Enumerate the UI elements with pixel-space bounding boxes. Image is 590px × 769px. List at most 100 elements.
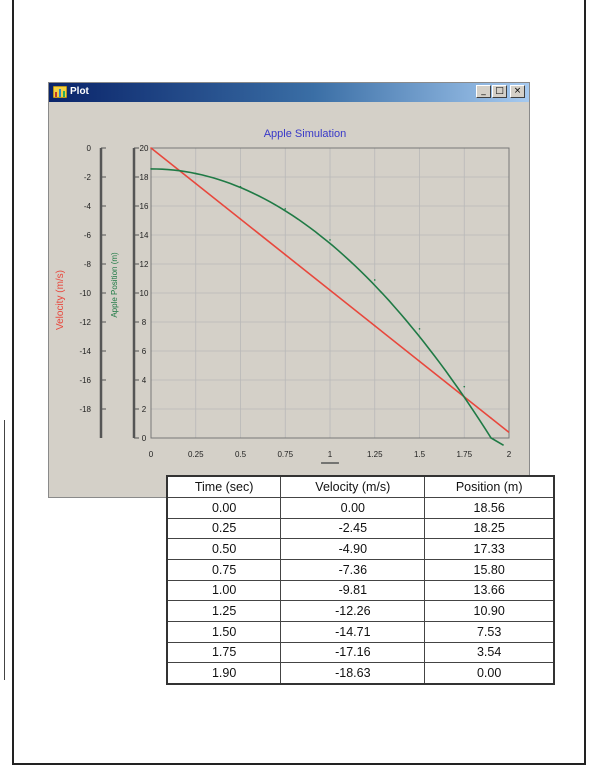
left-divider-line xyxy=(4,420,5,680)
position-point xyxy=(373,279,376,281)
table-row: 0.50 -4.90 17.33 xyxy=(166,538,555,560)
velocity-point xyxy=(329,289,331,292)
position-tick-label: 20 xyxy=(140,144,149,153)
close-button[interactable]: × xyxy=(510,85,525,98)
x-tick-label: 1.75 xyxy=(456,450,472,459)
table-cell: -14.71 xyxy=(280,620,426,643)
position-tick-label: 10 xyxy=(140,289,149,298)
velocity-point xyxy=(150,147,152,149)
position-point xyxy=(418,328,421,330)
table-cell: -7.36 xyxy=(280,558,426,581)
table-cell: 0.00 xyxy=(280,497,426,519)
position-point xyxy=(284,208,287,210)
velocity-point xyxy=(239,218,242,220)
maximize-button[interactable]: □ xyxy=(492,85,507,98)
table-cell: 1.25 xyxy=(166,600,282,622)
x-tick-label: 0.75 xyxy=(277,450,293,459)
velocity-tick-label: -18 xyxy=(79,405,91,414)
chart-series xyxy=(150,147,510,446)
chart-title: Apple Simulation xyxy=(264,128,347,140)
table-cell: 1.50 xyxy=(166,620,282,643)
x-tick-label: 1 xyxy=(328,450,333,459)
table-cell: 3.54 xyxy=(424,641,555,664)
table-header-time: Time (sec) xyxy=(166,475,282,498)
position-tick-label: 16 xyxy=(140,202,149,211)
table-cell: 13.66 xyxy=(424,579,555,602)
table-cell: 18.56 xyxy=(424,497,555,519)
table-cell: 0.00 xyxy=(166,497,282,519)
page-frame xyxy=(12,0,586,765)
velocity-tick-label: -4 xyxy=(84,202,92,211)
velocity-tick-label: -2 xyxy=(84,173,92,182)
position-tick-label: 0 xyxy=(142,434,147,443)
table-cell: -4.90 xyxy=(280,538,426,560)
chart-ticks: 0 0.25 0.5 0.75 1 1.25 1.5 1.75 2201816141210864… xyxy=(79,144,512,464)
x-tick-label: 2 xyxy=(507,450,512,459)
position-tick-label: 8 xyxy=(142,318,147,327)
table-cell: -2.45 xyxy=(280,517,426,540)
position-axis-label: Apple Position (m) xyxy=(110,252,119,318)
position-point xyxy=(194,172,197,175)
velocity-axis-label: Velocity (m/s) xyxy=(55,270,66,330)
x-tick-label: 0.5 xyxy=(235,450,247,459)
table-cell: 0.00 xyxy=(424,662,555,685)
chart-gridlines xyxy=(151,148,509,438)
x-tick-label: 1.5 xyxy=(414,450,426,459)
table-row: 1.90 -18.63 0.00 xyxy=(166,662,555,685)
position-point xyxy=(329,239,331,241)
x-tick-label: 1.25 xyxy=(367,450,383,459)
table-header-row: Time (sec) Velocity (m/s) Position (m) xyxy=(166,475,555,498)
velocity-tick-label: -16 xyxy=(79,376,91,385)
plot-app-icon xyxy=(53,86,67,98)
x-tick-label: 0.25 xyxy=(188,450,204,459)
velocity-tick-label: -10 xyxy=(79,289,91,298)
table-cell: 7.53 xyxy=(424,620,555,643)
table-row: 1.00 -9.81 13.66 xyxy=(166,579,555,602)
table-cell: 10.90 xyxy=(424,600,555,622)
table-row: 1.25 -12.26 10.90 xyxy=(166,600,555,622)
table-cell: -17.16 xyxy=(280,641,426,664)
position-tick-label: 12 xyxy=(140,260,149,269)
velocity-point xyxy=(284,253,287,256)
velocity-point xyxy=(194,182,197,185)
table-row: 0.25 -2.45 18.25 xyxy=(166,517,555,540)
position-tick-label: 18 xyxy=(140,173,149,182)
table-cell: 18.25 xyxy=(424,517,555,540)
minimize-button[interactable]: _ xyxy=(476,85,491,98)
window-title: Plot xyxy=(70,86,89,97)
simulation-data-table: Time (sec) Velocity (m/s) Position (m) 0… xyxy=(166,475,555,685)
position-point xyxy=(490,437,492,439)
table-cell: 0.25 xyxy=(166,517,282,540)
position-tick-label: 4 xyxy=(142,376,147,385)
position-tick-label: 14 xyxy=(140,231,149,240)
table-row: 1.50 -14.71 7.53 xyxy=(166,620,555,643)
table-cell: -12.26 xyxy=(280,600,426,622)
table-cell: 1.90 xyxy=(166,662,282,685)
position-point xyxy=(150,168,152,170)
table-cell: 0.75 xyxy=(166,558,282,581)
window-controls: _ □ × xyxy=(476,85,525,98)
velocity-tick-label: -14 xyxy=(79,347,91,356)
position-point xyxy=(463,385,466,388)
table-cell: 1.00 xyxy=(166,579,282,602)
velocity-tick-label: -8 xyxy=(84,260,92,269)
velocity-tick-label: 0 xyxy=(87,144,92,153)
velocity-point xyxy=(490,417,492,419)
plot-area xyxy=(150,147,510,439)
position-point xyxy=(239,185,242,188)
velocity-tick-label: -6 xyxy=(84,231,92,240)
x-tick-label: 0 xyxy=(149,450,154,459)
velocity-point xyxy=(418,360,421,363)
table-cell: 1.75 xyxy=(166,641,282,664)
table-cell: -18.63 xyxy=(280,662,426,685)
table-row: 1.75 -17.16 3.54 xyxy=(166,641,555,664)
table-row: 0.75 -7.36 15.80 xyxy=(166,558,555,581)
table-header-position: Position (m) xyxy=(424,475,555,498)
table-cell: 0.50 xyxy=(166,538,282,560)
velocity-point xyxy=(373,324,376,327)
position-line xyxy=(150,168,505,446)
window-titlebar[interactable]: Plot _ □ × xyxy=(49,83,529,102)
position-tick-label: 6 xyxy=(142,347,147,356)
position-tick-label: 2 xyxy=(142,405,147,414)
